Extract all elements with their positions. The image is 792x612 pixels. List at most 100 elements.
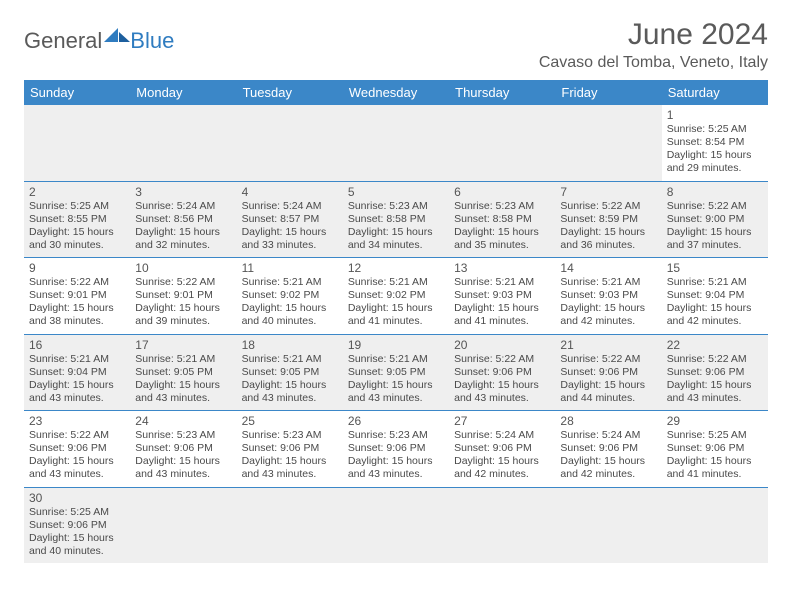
day-cell: 20Sunrise: 5:22 AMSunset: 9:06 PMDayligh… [449,334,555,411]
day-cell: 6Sunrise: 5:23 AMSunset: 8:58 PMDaylight… [449,181,555,258]
empty-cell [237,487,343,563]
day-number: 9 [29,261,125,275]
day-cell: 24Sunrise: 5:23 AMSunset: 9:06 PMDayligh… [130,411,236,488]
sunset-line: Sunset: 9:06 PM [135,442,231,455]
day-number: 15 [667,261,763,275]
day-cell: 23Sunrise: 5:22 AMSunset: 9:06 PMDayligh… [24,411,130,488]
day-number: 18 [242,338,338,352]
sunrise-line: Sunrise: 5:24 AM [135,200,231,213]
day-number: 28 [560,414,656,428]
sunset-line: Sunset: 9:06 PM [454,366,550,379]
month-title: June 2024 [539,18,768,52]
sunrise-line: Sunrise: 5:21 AM [135,353,231,366]
day-number: 12 [348,261,444,275]
day-cell: 17Sunrise: 5:21 AMSunset: 9:05 PMDayligh… [130,334,236,411]
sunset-line: Sunset: 9:01 PM [135,289,231,302]
day-number: 26 [348,414,444,428]
daylight-line: Daylight: 15 hours and 43 minutes. [348,379,444,405]
daylight-line: Daylight: 15 hours and 40 minutes. [242,302,338,328]
calendar-row: 30Sunrise: 5:25 AMSunset: 9:06 PMDayligh… [24,487,768,563]
day-cell: 18Sunrise: 5:21 AMSunset: 9:05 PMDayligh… [237,334,343,411]
day-number: 13 [454,261,550,275]
sunset-line: Sunset: 8:59 PM [560,213,656,226]
sunrise-line: Sunrise: 5:21 AM [348,353,444,366]
calendar-row: 9Sunrise: 5:22 AMSunset: 9:01 PMDaylight… [24,258,768,335]
day-number: 27 [454,414,550,428]
sunrise-line: Sunrise: 5:23 AM [242,429,338,442]
calendar-row: 1Sunrise: 5:25 AMSunset: 8:54 PMDaylight… [24,105,768,181]
sunrise-line: Sunrise: 5:22 AM [667,200,763,213]
sunset-line: Sunset: 9:06 PM [560,442,656,455]
location-text: Cavaso del Tomba, Veneto, Italy [539,54,768,72]
sunrise-line: Sunrise: 5:22 AM [135,276,231,289]
day-cell: 28Sunrise: 5:24 AMSunset: 9:06 PMDayligh… [555,411,661,488]
sunset-line: Sunset: 9:01 PM [29,289,125,302]
sunrise-line: Sunrise: 5:25 AM [29,200,125,213]
sunset-line: Sunset: 9:06 PM [348,442,444,455]
empty-cell [555,487,661,563]
sunset-line: Sunset: 9:06 PM [29,519,125,532]
day-cell: 29Sunrise: 5:25 AMSunset: 9:06 PMDayligh… [662,411,768,488]
day-cell: 25Sunrise: 5:23 AMSunset: 9:06 PMDayligh… [237,411,343,488]
daylight-line: Daylight: 15 hours and 43 minutes. [242,455,338,481]
empty-cell [449,487,555,563]
day-cell: 22Sunrise: 5:22 AMSunset: 9:06 PMDayligh… [662,334,768,411]
weekday-header: Wednesday [343,80,449,105]
daylight-line: Daylight: 15 hours and 33 minutes. [242,226,338,252]
daylight-line: Daylight: 15 hours and 43 minutes. [29,455,125,481]
sunset-line: Sunset: 9:02 PM [348,289,444,302]
sunrise-line: Sunrise: 5:24 AM [242,200,338,213]
sunrise-line: Sunrise: 5:22 AM [560,200,656,213]
day-number: 21 [560,338,656,352]
daylight-line: Daylight: 15 hours and 43 minutes. [348,455,444,481]
day-cell: 15Sunrise: 5:21 AMSunset: 9:04 PMDayligh… [662,258,768,335]
day-number: 30 [29,491,125,505]
sunrise-line: Sunrise: 5:21 AM [242,276,338,289]
day-number: 20 [454,338,550,352]
daylight-line: Daylight: 15 hours and 43 minutes. [454,379,550,405]
day-number: 11 [242,261,338,275]
logo: General Blue [24,24,174,58]
daylight-line: Daylight: 15 hours and 43 minutes. [135,379,231,405]
calendar-row: 16Sunrise: 5:21 AMSunset: 9:04 PMDayligh… [24,334,768,411]
daylight-line: Daylight: 15 hours and 29 minutes. [667,149,763,175]
title-block: June 2024 Cavaso del Tomba, Veneto, Ital… [539,18,768,72]
day-number: 5 [348,185,444,199]
day-number: 17 [135,338,231,352]
day-number: 14 [560,261,656,275]
sunset-line: Sunset: 9:05 PM [348,366,444,379]
day-number: 6 [454,185,550,199]
sunrise-line: Sunrise: 5:21 AM [242,353,338,366]
day-number: 19 [348,338,444,352]
day-cell: 26Sunrise: 5:23 AMSunset: 9:06 PMDayligh… [343,411,449,488]
empty-cell [130,105,236,181]
daylight-line: Daylight: 15 hours and 32 minutes. [135,226,231,252]
sunrise-line: Sunrise: 5:23 AM [454,200,550,213]
day-number: 3 [135,185,231,199]
day-cell: 8Sunrise: 5:22 AMSunset: 9:00 PMDaylight… [662,181,768,258]
daylight-line: Daylight: 15 hours and 43 minutes. [242,379,338,405]
sunset-line: Sunset: 9:03 PM [454,289,550,302]
day-number: 22 [667,338,763,352]
daylight-line: Daylight: 15 hours and 36 minutes. [560,226,656,252]
daylight-line: Daylight: 15 hours and 42 minutes. [667,302,763,328]
sunset-line: Sunset: 9:05 PM [242,366,338,379]
day-number: 23 [29,414,125,428]
sunset-line: Sunset: 9:06 PM [242,442,338,455]
logo-sail-icon [104,24,130,50]
sunrise-line: Sunrise: 5:21 AM [348,276,444,289]
daylight-line: Daylight: 15 hours and 44 minutes. [560,379,656,405]
sunrise-line: Sunrise: 5:21 AM [667,276,763,289]
sunset-line: Sunset: 9:06 PM [560,366,656,379]
header: General Blue June 2024 Cavaso del Tomba,… [24,18,768,72]
day-cell: 14Sunrise: 5:21 AMSunset: 9:03 PMDayligh… [555,258,661,335]
sunrise-line: Sunrise: 5:25 AM [667,429,763,442]
sunset-line: Sunset: 9:03 PM [560,289,656,302]
day-number: 10 [135,261,231,275]
weekday-header: Monday [130,80,236,105]
daylight-line: Daylight: 15 hours and 39 minutes. [135,302,231,328]
sunset-line: Sunset: 8:55 PM [29,213,125,226]
sunset-line: Sunset: 9:02 PM [242,289,338,302]
day-number: 7 [560,185,656,199]
calendar-row: 2Sunrise: 5:25 AMSunset: 8:55 PMDaylight… [24,181,768,258]
